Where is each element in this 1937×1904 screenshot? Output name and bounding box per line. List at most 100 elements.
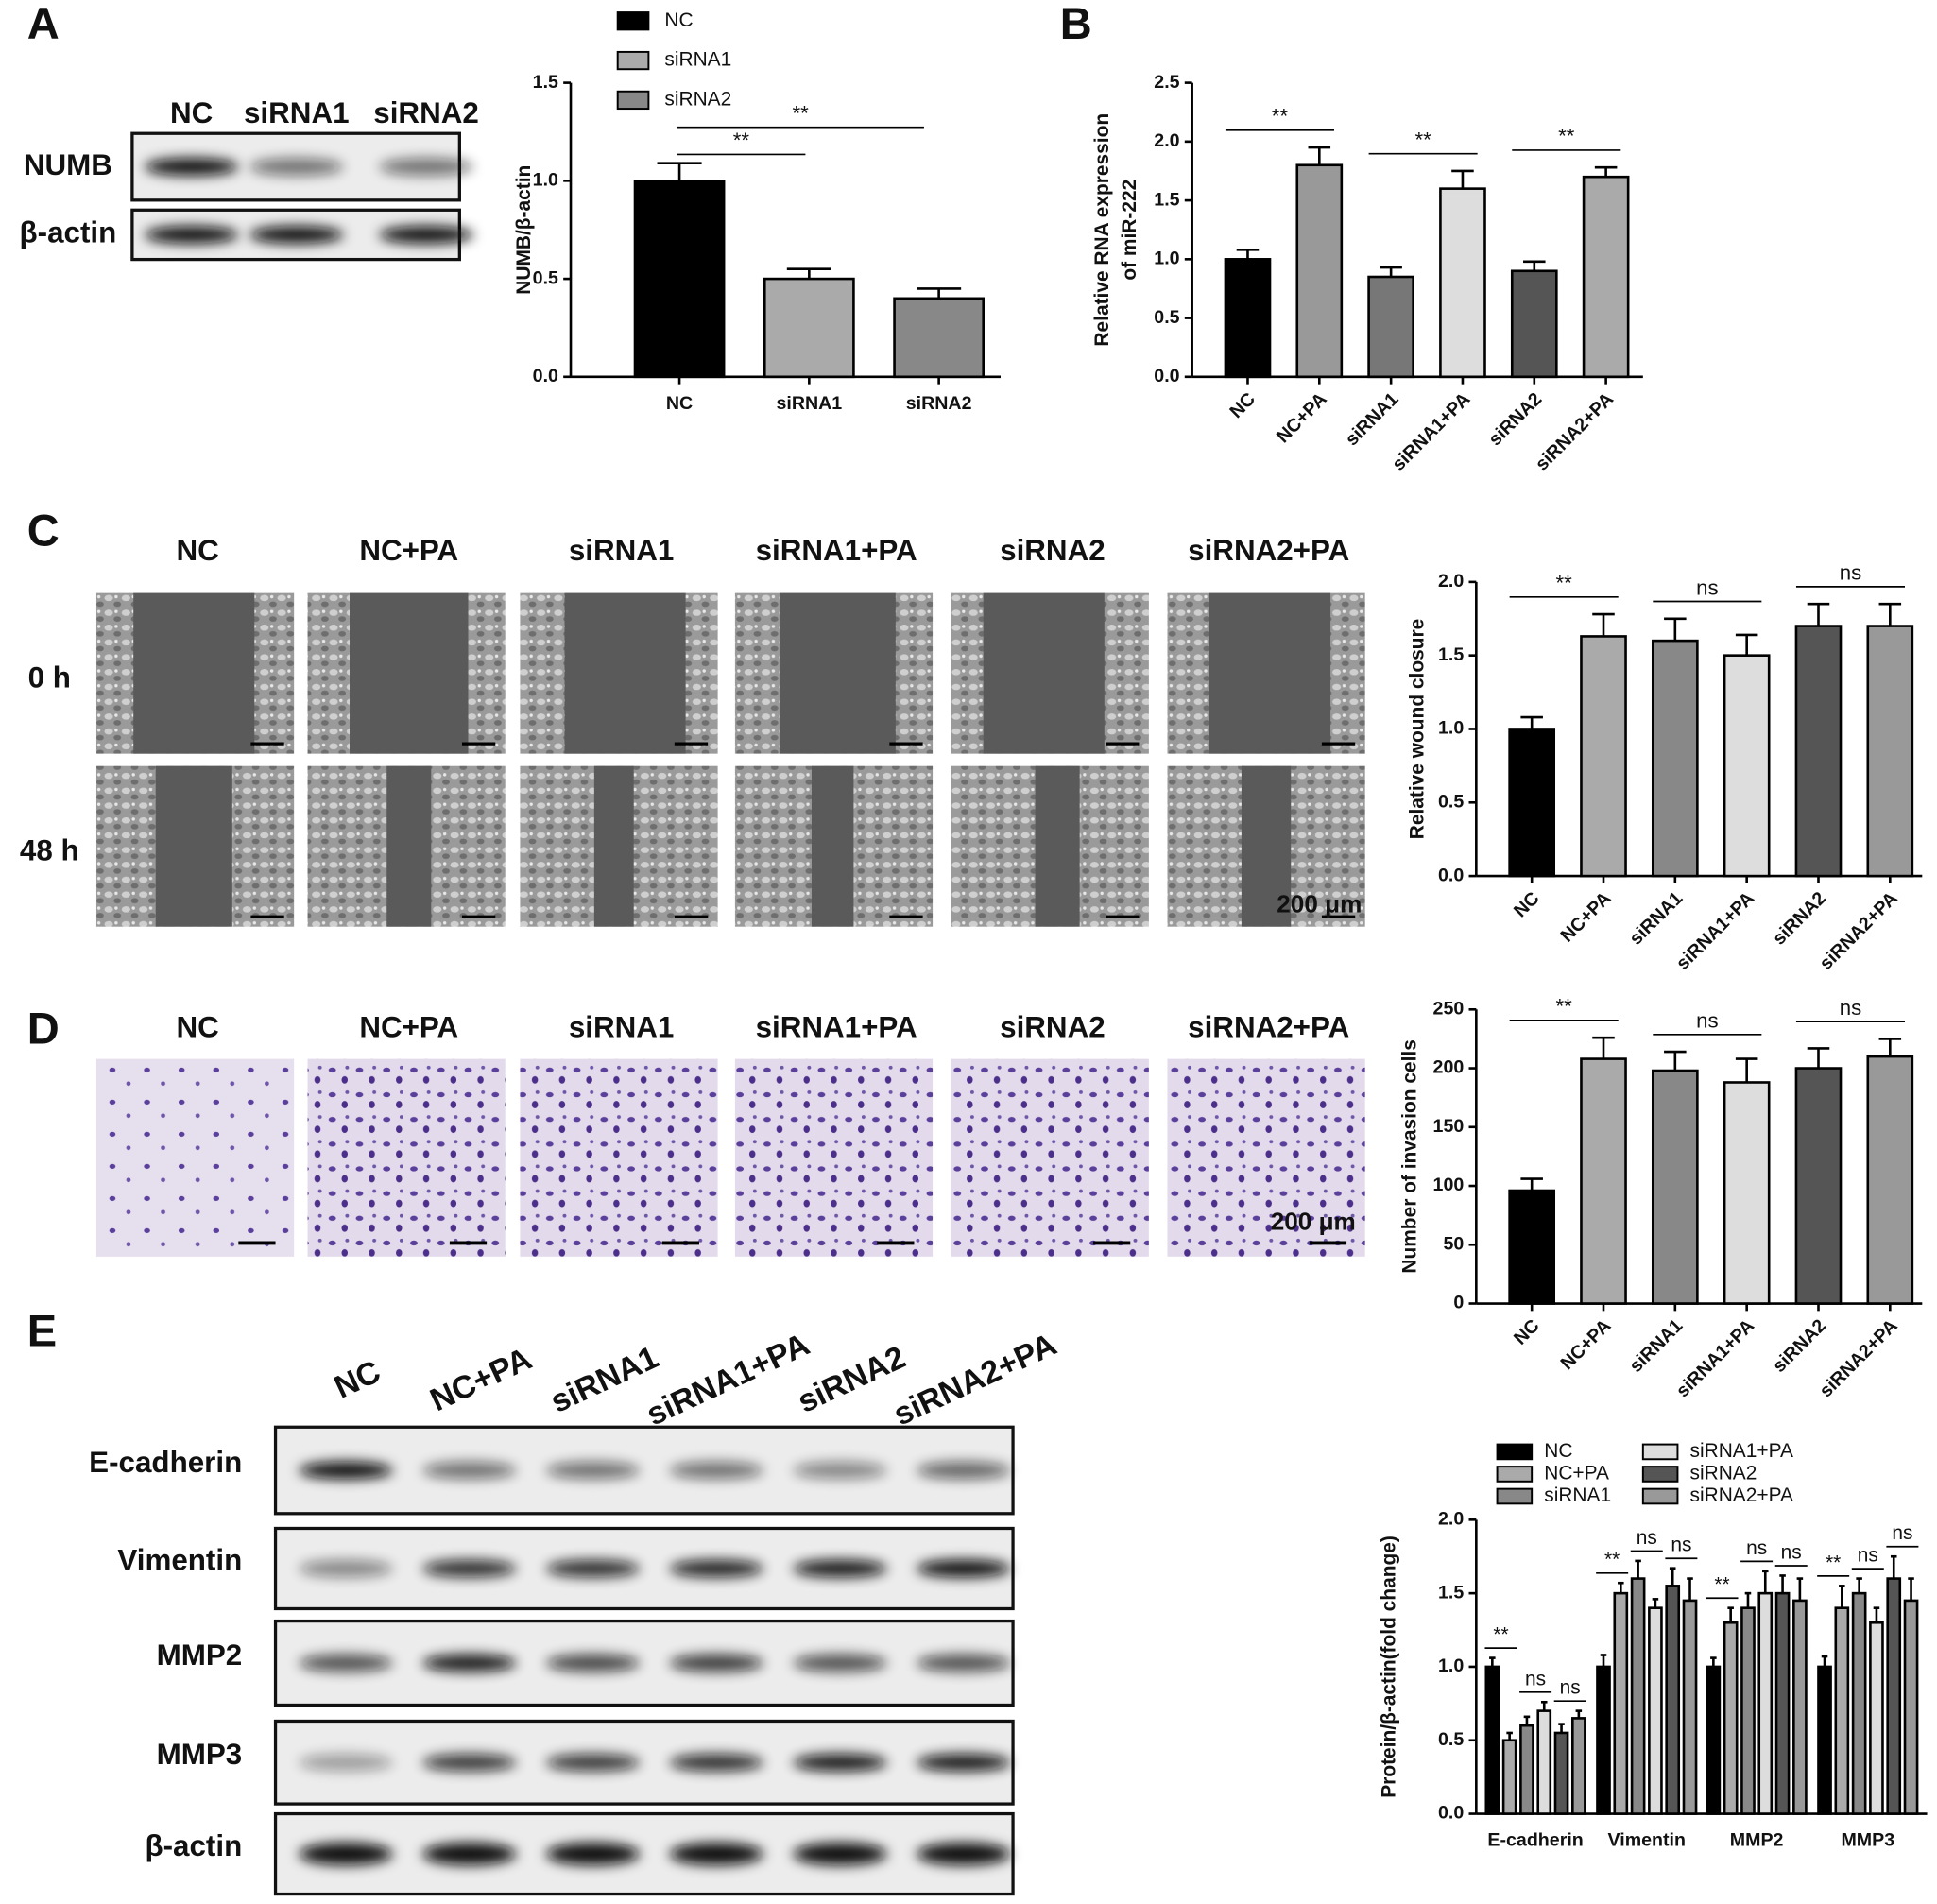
lane-label: NC [170,96,213,129]
band [299,1843,393,1865]
legend-label: NC [664,9,693,31]
significance-label: ** [1558,125,1575,148]
significance-label: ns [1840,561,1861,585]
legend-swatch [1641,1443,1679,1461]
y-axis-label: NUMB/β-actin [513,165,535,295]
bar [1723,1621,1739,1815]
lane-label: siRNA1 [244,96,350,129]
y-tick-label: 0.0 [533,366,558,386]
band [249,158,344,176]
y-tick-label: 2.0 [1438,1509,1464,1530]
error-bar [1821,1655,1828,1667]
error-bar [1839,1585,1845,1608]
band [793,1559,887,1578]
row-label: 0 h [28,660,71,694]
error-bar [1489,1656,1496,1667]
band [793,1843,887,1865]
x-tick-label: NC+PA [1557,1315,1616,1374]
y-tick-label: 1.5 [1154,189,1179,210]
band [917,1559,1011,1578]
significance-label: ns [1781,1541,1802,1563]
error-bar [1540,1700,1548,1711]
bar [1519,1724,1534,1815]
significance-label: ns [1858,1545,1878,1567]
error-bar [1506,1731,1513,1741]
significance-label: ns [1840,996,1861,1020]
error-bar [1592,612,1615,637]
bar [1794,1067,1843,1305]
wound-gap [1241,765,1292,927]
bar [1613,1591,1629,1815]
legend-label: siRNA1 [664,49,731,71]
x-tick-label: siRNA2 [1484,388,1546,450]
blot-frame [273,1619,1015,1707]
bar [1903,1599,1919,1815]
legend-swatch [616,50,650,71]
y-tick-label: 1.0 [533,170,558,191]
band [144,158,239,176]
band [379,226,473,244]
x-tick-label: siRNA1+PA [1672,1315,1758,1401]
wound-gap [133,592,255,754]
bar [763,277,855,379]
y-tick-label: 2.0 [1438,571,1464,592]
bar [1630,1577,1646,1815]
bar [1834,1606,1850,1815]
x-tick-label: siRNA2+PA [1532,388,1618,474]
error-bar [1664,1050,1687,1072]
significance-label: ** [1493,1624,1508,1646]
error-bar [1308,146,1331,165]
bar [1367,275,1414,379]
bar [1869,1621,1884,1815]
band [379,158,473,176]
error-bar [1744,1591,1752,1608]
column-label: siRNA1+PA [756,534,917,567]
y-tick-label: 250 [1433,998,1465,1019]
error-bar [1635,1559,1641,1579]
column-label: siRNA2 [1000,534,1106,567]
bar [1851,1591,1867,1815]
y-tick-label: 1.5 [533,72,558,93]
scale-label: 200 μm [1277,889,1362,918]
significance-label: ** [793,101,810,125]
band [422,1754,517,1772]
micrograph [520,1058,718,1257]
band [422,1559,517,1578]
error-bar [1575,1709,1583,1719]
y-tick-label: 0.0 [1438,865,1464,885]
column-label: siRNA1 [569,534,675,567]
column-label: NC+PA [359,534,458,567]
column-label: NC+PA [359,1011,458,1044]
x-tick-label: NC [1510,888,1544,922]
legend-label: siRNA1+PA [1690,1440,1793,1462]
y-tick-label: 0.0 [1154,366,1179,386]
error-bar [786,267,831,280]
blot-frame [273,1811,1015,1896]
lane-label: siRNA2 [373,96,479,129]
significance-label: ** [733,129,750,152]
legend-label: siRNA2+PA [1690,1484,1793,1506]
error-bar [1856,1577,1862,1594]
lane-label: NC [329,1353,386,1405]
y-axis-label: Number of invasion cells [1399,1039,1421,1273]
y-tick-label: 0.5 [1154,307,1179,328]
band [917,1654,1011,1672]
wound-gap [1035,765,1080,927]
lane-label: siRNA2+PA [888,1327,1062,1433]
y-axis-label: Relative RNA expression [1091,113,1113,347]
band [545,1654,641,1672]
wound-gap [386,765,432,927]
blot-frame [273,1526,1015,1611]
x-tick-label: siRNA1 [1625,1315,1687,1377]
bar [1439,187,1486,379]
bar [1651,639,1699,878]
legend-label: siRNA2 [1690,1462,1757,1484]
wound-gap [593,765,634,927]
bar [1501,1739,1517,1815]
row-label: 48 h [20,834,79,867]
error-bar [1727,1606,1734,1623]
legend-swatch [1496,1487,1534,1505]
band [669,1461,763,1480]
